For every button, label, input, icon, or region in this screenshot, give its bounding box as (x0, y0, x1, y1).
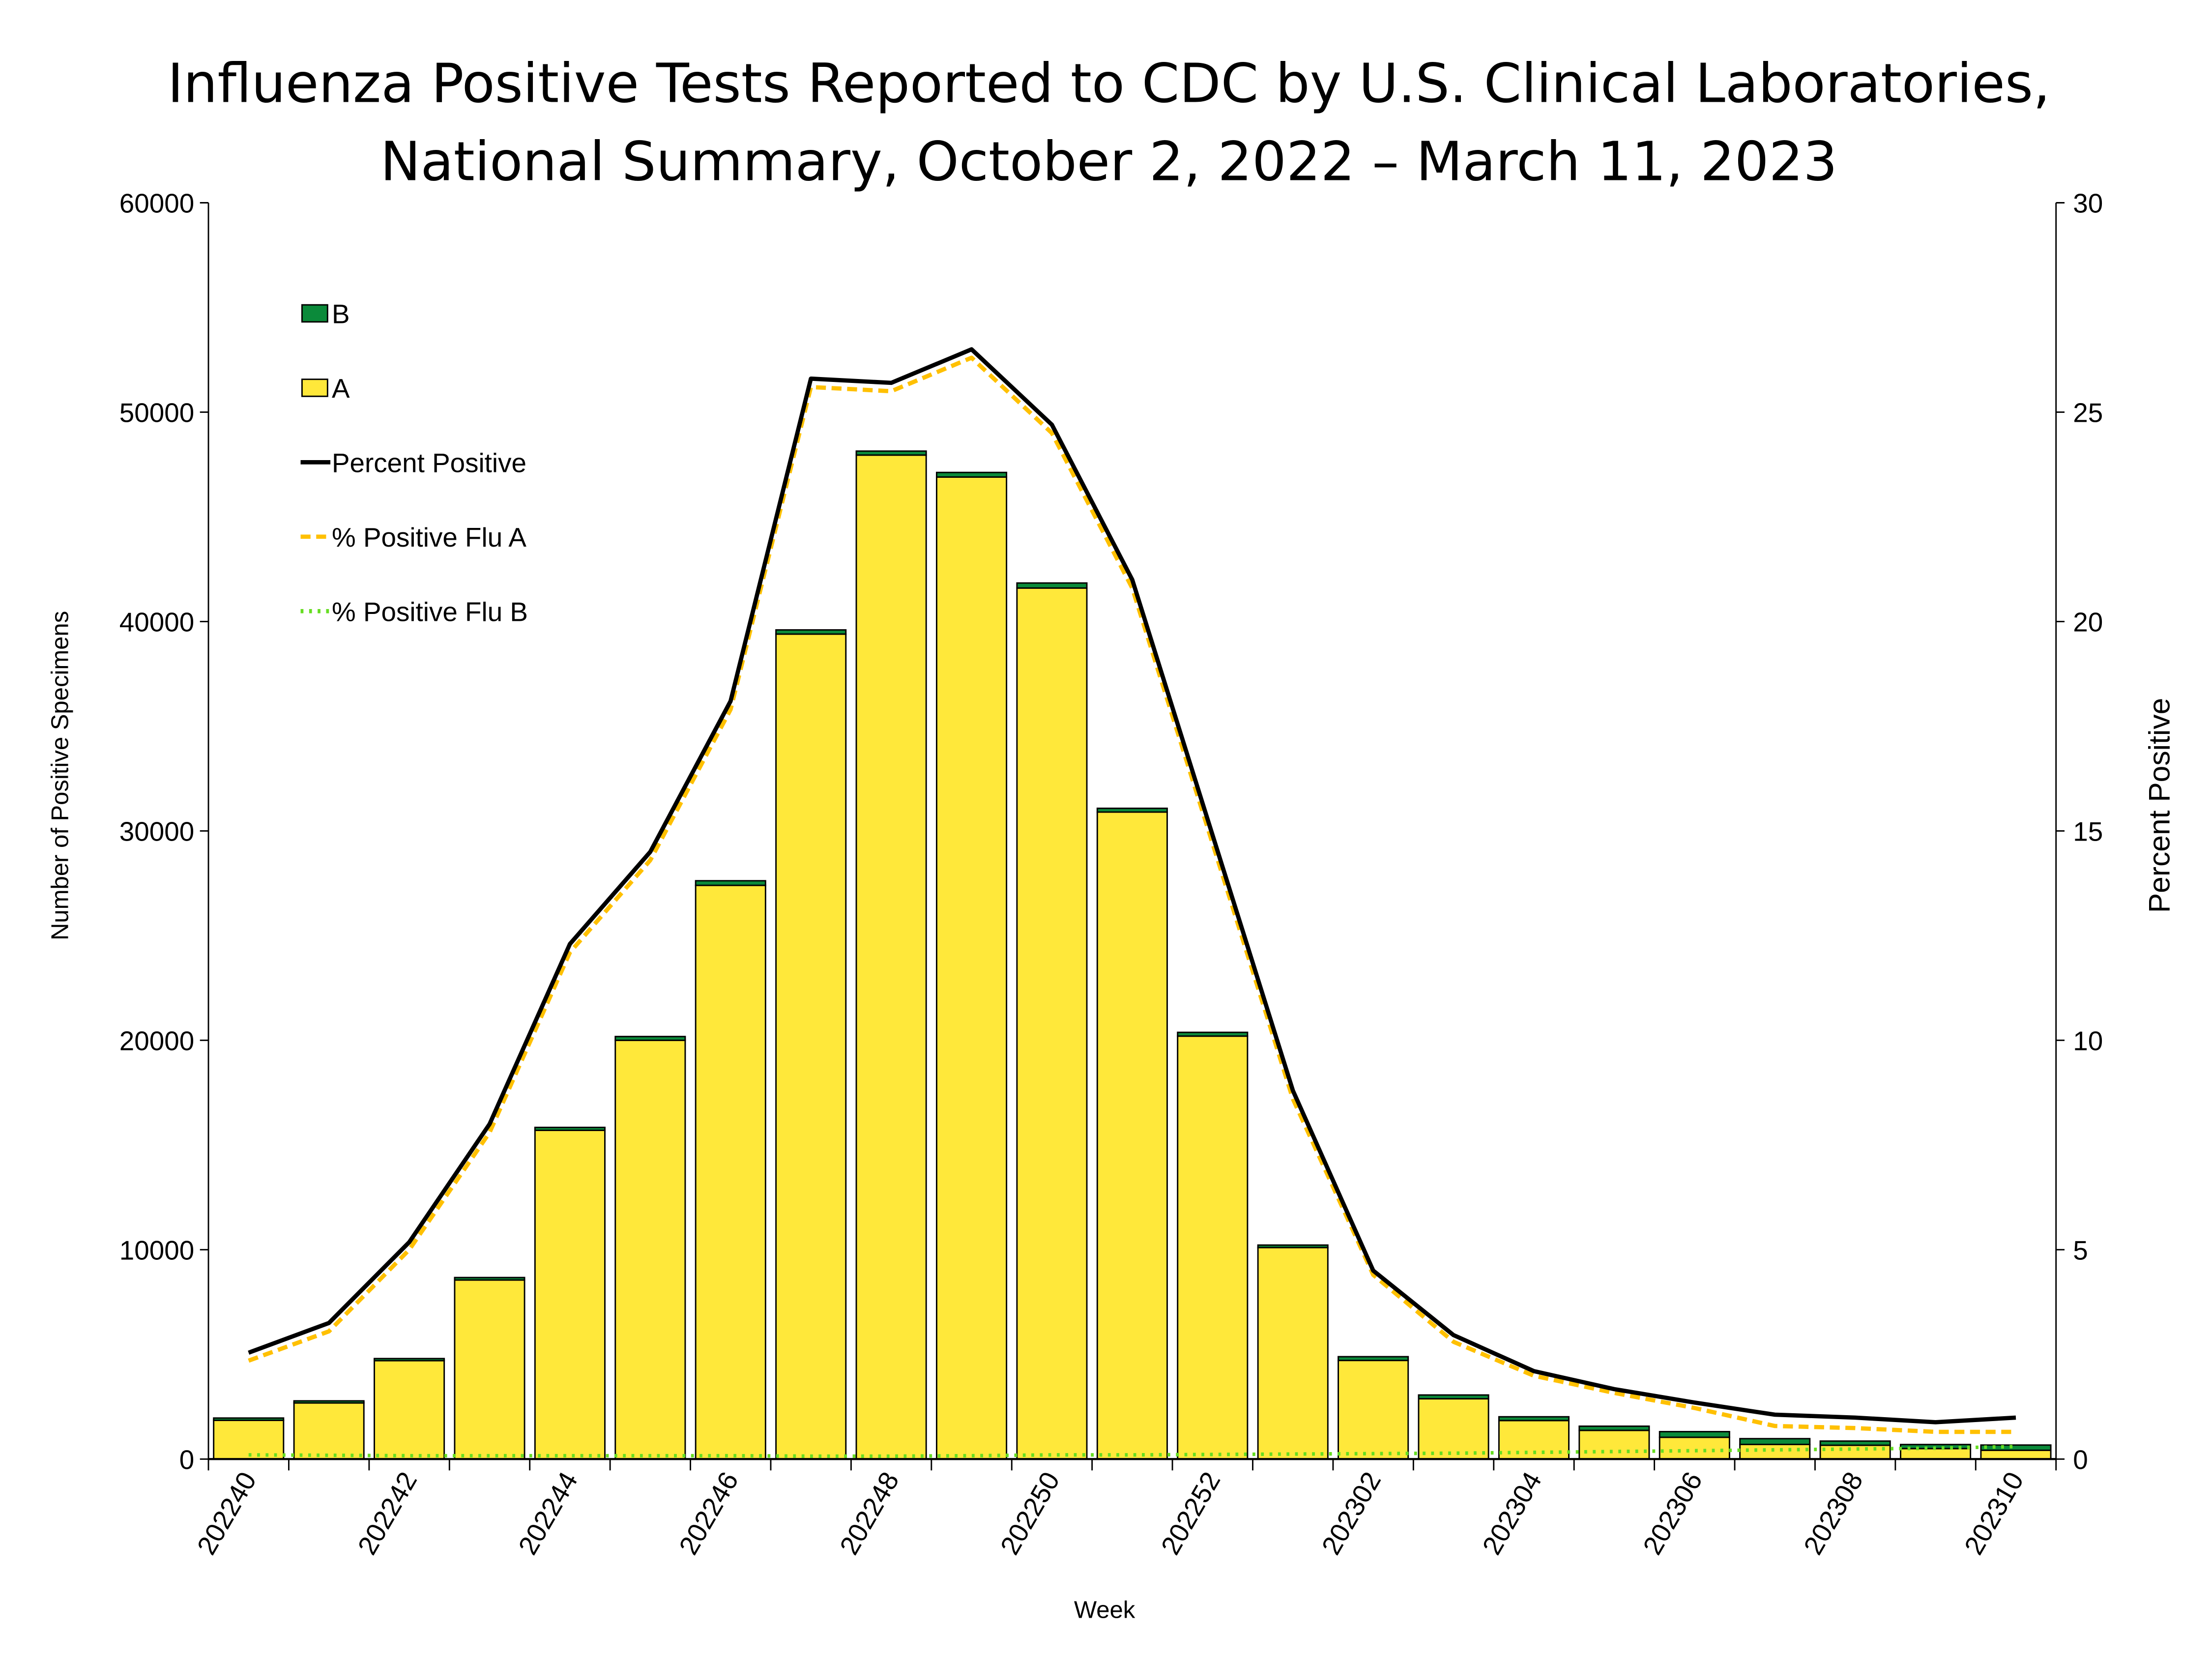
bar-b (213, 1417, 285, 1421)
bar-a (1418, 1398, 1489, 1460)
bar-a (1096, 811, 1168, 1460)
bar-b (1659, 1431, 1730, 1438)
bar-b (534, 1127, 606, 1131)
legend-label: A (332, 373, 350, 404)
bar-a (213, 1420, 285, 1460)
bar-b (1257, 1244, 1329, 1249)
bar-a (1338, 1360, 1409, 1460)
bar-a (775, 633, 847, 1460)
y2-tick-label: 5 (2073, 1235, 2088, 1266)
series-line (248, 347, 2016, 1425)
y2-tick-label: 25 (2073, 398, 2103, 428)
bar-b (1498, 1416, 1570, 1422)
x-tick-label: 202240 (191, 1467, 262, 1560)
y-tick-label: 40000 (119, 607, 194, 638)
bar-b (695, 880, 766, 886)
y-tick-label: 20000 (119, 1026, 194, 1056)
legend-swatch (301, 304, 328, 323)
bar-b (1739, 1438, 1811, 1445)
x-tick-label: 202310 (1958, 1467, 2030, 1560)
y-axis-label: Number of Positive Specimens (47, 611, 73, 940)
bar-b (1980, 1444, 2052, 1451)
x-axis-label: Week (1074, 1597, 1135, 1623)
bar-b (1819, 1440, 1891, 1446)
bar-a (293, 1401, 365, 1460)
series-line (248, 355, 2016, 1434)
y-tick-label: 60000 (119, 188, 194, 219)
legend: B A Percent Positive % Positive Flu A % Posi… (300, 299, 528, 627)
x-tick-label: 202246 (673, 1467, 744, 1560)
bar-a (1578, 1429, 1650, 1460)
legend-label: % Positive Flu B (332, 596, 528, 627)
chart-title: Influenza Positive Tests Reported to CDC… (168, 52, 2050, 115)
x-tick-label: 202304 (1476, 1467, 1547, 1560)
bar-b (1578, 1425, 1650, 1431)
bar-a (454, 1279, 525, 1460)
chart-subtitle: National Summary, October 2, 2022 – Marc… (380, 130, 1837, 193)
bar-b (1016, 582, 1088, 589)
bar-a (935, 476, 1008, 1460)
bar-a (614, 1039, 686, 1460)
y-tick-label: 50000 (119, 398, 194, 428)
legend-label: % Positive Flu A (332, 522, 526, 553)
legend-swatch (301, 378, 328, 397)
y2-tick-label: 30 (2073, 188, 2103, 219)
bar-b (374, 1358, 445, 1362)
bar-b (855, 450, 927, 456)
x-tick-label: 202248 (834, 1467, 905, 1560)
bar-b (614, 1036, 686, 1041)
y2-tick-label: 15 (2073, 816, 2103, 847)
bar-a (534, 1130, 606, 1460)
y2-tick-label: 10 (2073, 1026, 2103, 1056)
bar-b (293, 1400, 365, 1404)
bar-b (1338, 1356, 1409, 1362)
bar-a (695, 884, 766, 1460)
y2-tick-label: 0 (2073, 1444, 2088, 1475)
bar-a (374, 1360, 445, 1460)
x-tick-label: 202308 (1798, 1467, 1869, 1560)
y-tick-label: 10000 (119, 1235, 194, 1266)
bar-a (1659, 1436, 1730, 1460)
x-tick-label: 202302 (1315, 1467, 1387, 1560)
x-tick-label: 202244 (512, 1467, 583, 1560)
bar-b (1177, 1031, 1249, 1037)
x-tick-label: 202250 (994, 1467, 1066, 1560)
bar-a (1819, 1444, 1891, 1460)
series-line (248, 1445, 2016, 1458)
x-tick-label: 202252 (1155, 1467, 1226, 1560)
legend-label: Percent Positive (332, 448, 526, 478)
plot-area: 0100002000030000400005000060000051015202… (119, 188, 2103, 1560)
bar-a (1900, 1448, 1972, 1460)
bar-a (855, 454, 927, 1460)
bar-a (1257, 1247, 1329, 1460)
x-tick-label: 202306 (1637, 1467, 1708, 1560)
legend-label: B (332, 299, 350, 329)
bar-b (1096, 807, 1168, 813)
bar-a (1980, 1449, 2052, 1460)
y-tick-label: 30000 (119, 816, 194, 847)
bar-a (1177, 1035, 1249, 1460)
bar-a (1739, 1444, 1811, 1460)
y2-axis-label: Percent Positive (2142, 698, 2176, 913)
bar-b (935, 471, 1008, 478)
bar-b (775, 629, 847, 635)
bar-b (1418, 1394, 1489, 1400)
bar-a (1016, 587, 1088, 1460)
y-tick-label: 0 (179, 1444, 194, 1475)
bar-b (454, 1277, 525, 1281)
y2-tick-label: 20 (2073, 607, 2103, 638)
x-tick-label: 202242 (351, 1467, 423, 1560)
